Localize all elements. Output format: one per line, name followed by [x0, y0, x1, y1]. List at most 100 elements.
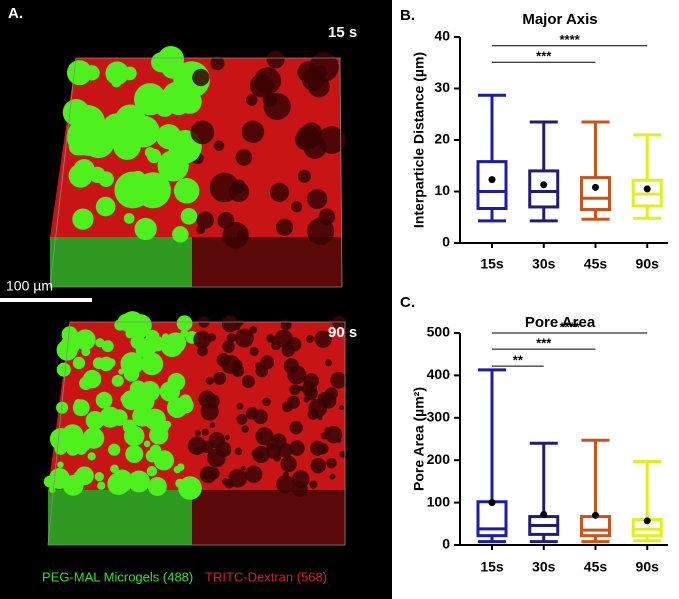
box: [476, 160, 508, 210]
pore: [226, 333, 237, 343]
microgel: [95, 338, 105, 348]
mean: [591, 183, 599, 191]
pore: [262, 397, 271, 407]
pore: [320, 431, 329, 440]
pore: [213, 140, 225, 152]
pore: [301, 122, 323, 144]
microgel: [87, 452, 96, 461]
significance-label: ***: [536, 336, 552, 351]
pore: [289, 384, 301, 396]
microgel: [180, 207, 198, 225]
mean: [540, 181, 548, 189]
microgel: [161, 333, 170, 341]
chart-title: Major Axis: [522, 11, 597, 28]
microgel: [127, 355, 141, 368]
microgel: [95, 196, 116, 217]
pore: [336, 438, 342, 443]
microgel: [66, 60, 92, 86]
pore: [193, 330, 211, 349]
pore: [291, 470, 310, 488]
pore: [236, 413, 248, 425]
x-tick-label: 30s: [532, 559, 556, 575]
pore: [289, 440, 305, 456]
pore: [297, 169, 312, 183]
microgel: [67, 335, 77, 345]
microgel: [170, 92, 182, 104]
x-tick-label: 45s: [584, 559, 608, 575]
microgel: [66, 442, 80, 456]
microgel: [122, 66, 137, 81]
significance-label: ****: [559, 319, 580, 334]
pore: [262, 92, 278, 108]
pore: [222, 221, 249, 249]
microgel: [74, 399, 83, 408]
mean: [488, 499, 496, 507]
microgel: [101, 340, 114, 353]
pore: [249, 326, 258, 334]
pore: [307, 408, 320, 420]
mean: [643, 517, 651, 525]
pore: [187, 436, 207, 455]
pore: [329, 473, 336, 480]
pore: [205, 376, 214, 385]
significance-label: ****: [559, 32, 580, 47]
mean: [488, 176, 496, 184]
microscopy-images: [43, 46, 347, 546]
microgel: [94, 471, 104, 482]
microgel: [57, 461, 64, 469]
microgel: [182, 483, 189, 491]
microgel: [125, 445, 144, 463]
pore: [266, 50, 285, 69]
microgel: [79, 376, 93, 390]
pore: [276, 475, 295, 494]
microgel: [146, 466, 158, 477]
mean: [591, 511, 599, 519]
microgel: [180, 329, 189, 338]
x-tick-label: 90s: [636, 559, 660, 575]
x-tick-label: 45s: [584, 256, 608, 272]
pore: [289, 420, 303, 435]
microgel: [99, 406, 121, 428]
microgel: [131, 389, 155, 413]
microgel: [134, 217, 157, 241]
pore: [307, 188, 328, 210]
y-tick-label: 100: [427, 493, 451, 509]
pore: [245, 407, 259, 420]
microgel: [153, 450, 175, 471]
microgel: [75, 466, 94, 486]
pore: [249, 346, 259, 356]
scale-label: 100 µm: [6, 278, 53, 294]
pore: [307, 75, 330, 98]
significance-label: **: [513, 353, 524, 368]
microgel: [125, 329, 135, 339]
pore: [309, 480, 318, 489]
time-label: 15 s: [328, 24, 357, 41]
pore: [290, 201, 303, 213]
pore: [255, 427, 274, 446]
pore: [235, 148, 253, 166]
pore: [190, 120, 215, 145]
microgel: [97, 481, 106, 490]
pore: [241, 120, 265, 144]
microgel: [98, 171, 114, 187]
y-tick-label: 0: [442, 536, 450, 552]
pore: [217, 212, 235, 229]
block-front-red: [192, 237, 342, 287]
microgel: [72, 208, 94, 230]
microgel: [75, 443, 88, 455]
box: [476, 500, 508, 538]
microgel: [108, 443, 121, 456]
block-front-green: [50, 237, 192, 287]
microgel: [95, 391, 113, 409]
microgel: [112, 469, 133, 490]
microgel: [135, 400, 143, 408]
pore: [236, 402, 244, 410]
pore: [269, 182, 290, 202]
pore: [254, 362, 262, 369]
pore: [245, 94, 258, 106]
pore: [236, 229, 249, 242]
pore: [254, 67, 282, 95]
pore: [224, 434, 231, 441]
pore: [196, 211, 214, 229]
